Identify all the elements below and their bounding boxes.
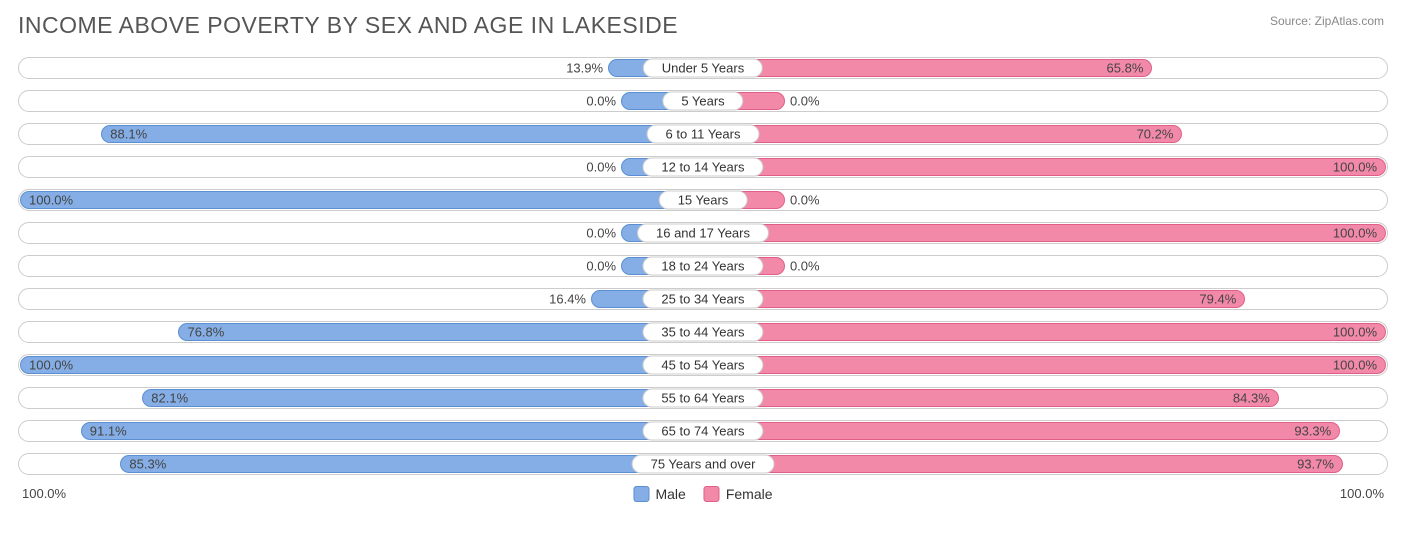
- female-value: 100.0%: [1333, 358, 1377, 373]
- female-value: 93.3%: [1294, 424, 1331, 439]
- male-bar: 82.1%: [142, 389, 703, 407]
- category-label: 75 Years and over: [632, 455, 775, 474]
- female-value: 0.0%: [790, 94, 820, 109]
- female-value: 0.0%: [790, 259, 820, 274]
- source-attribution: Source: ZipAtlas.com: [1270, 14, 1384, 28]
- legend-male-label: Male: [655, 486, 685, 502]
- male-value: 0.0%: [586, 226, 616, 241]
- male-value: 100.0%: [29, 193, 73, 208]
- female-value: 70.2%: [1137, 127, 1174, 142]
- x-axis: 100.0% Male Female 100.0%: [18, 486, 1388, 508]
- diverging-bar-chart: 13.9% 65.8% Under 5 Years 0.0% 0.0% 5 Years 88…: [18, 57, 1388, 475]
- axis-tick-right: 100.0%: [1340, 486, 1384, 501]
- female-bar: 100.0%: [703, 323, 1386, 341]
- category-label: 35 to 44 Years: [642, 323, 763, 342]
- female-value: 100.0%: [1333, 325, 1377, 340]
- female-value: 100.0%: [1333, 160, 1377, 175]
- female-value: 79.4%: [1199, 292, 1236, 307]
- female-value: 0.0%: [790, 193, 820, 208]
- female-bar: 100.0%: [703, 158, 1386, 176]
- female-swatch: [704, 486, 720, 502]
- male-value: 0.0%: [586, 259, 616, 274]
- female-bar: 100.0%: [703, 356, 1386, 374]
- category-label: 15 Years: [659, 191, 748, 210]
- legend-female-label: Female: [726, 486, 773, 502]
- chart-row: 85.3% 93.7% 75 Years and over: [18, 453, 1388, 475]
- chart-row: 0.0% 100.0% 16 and 17 Years: [18, 222, 1388, 244]
- chart-row: 0.0% 0.0% 5 Years: [18, 90, 1388, 112]
- female-value: 100.0%: [1333, 226, 1377, 241]
- male-value: 82.1%: [151, 391, 188, 406]
- category-label: 5 Years: [662, 92, 743, 111]
- male-bar: 85.3%: [120, 455, 703, 473]
- male-value: 16.4%: [549, 292, 586, 307]
- chart-row: 100.0% 100.0% 45 to 54 Years: [18, 354, 1388, 376]
- female-bar: 93.7%: [703, 455, 1343, 473]
- female-bar: 84.3%: [703, 389, 1279, 407]
- female-value: 84.3%: [1233, 391, 1270, 406]
- chart-row: 0.0% 0.0% 18 to 24 Years: [18, 255, 1388, 277]
- category-label: 16 and 17 Years: [637, 224, 769, 243]
- chart-row: 0.0% 100.0% 12 to 14 Years: [18, 156, 1388, 178]
- female-bar: 65.8%: [703, 59, 1152, 77]
- male-value: 100.0%: [29, 358, 73, 373]
- male-value: 85.3%: [129, 457, 166, 472]
- male-swatch: [633, 486, 649, 502]
- female-value: 65.8%: [1107, 61, 1144, 76]
- female-bar: 100.0%: [703, 224, 1386, 242]
- female-bar: 70.2%: [703, 125, 1182, 143]
- chart-row: 88.1% 70.2% 6 to 11 Years: [18, 123, 1388, 145]
- category-label: 65 to 74 Years: [642, 422, 763, 441]
- male-value: 88.1%: [110, 127, 147, 142]
- axis-tick-left: 100.0%: [22, 486, 66, 501]
- male-value: 0.0%: [586, 94, 616, 109]
- category-label: 18 to 24 Years: [642, 257, 763, 276]
- chart-title: INCOME ABOVE POVERTY BY SEX AND AGE IN L…: [18, 12, 1388, 39]
- category-label: 55 to 64 Years: [642, 389, 763, 408]
- category-label: Under 5 Years: [643, 59, 763, 78]
- chart-row: 91.1% 93.3% 65 to 74 Years: [18, 420, 1388, 442]
- male-value: 0.0%: [586, 160, 616, 175]
- chart-row: 100.0% 0.0% 15 Years: [18, 189, 1388, 211]
- female-value: 93.7%: [1297, 457, 1334, 472]
- chart-row: 82.1% 84.3% 55 to 64 Years: [18, 387, 1388, 409]
- female-bar: 93.3%: [703, 422, 1340, 440]
- male-bar: 100.0%: [20, 191, 703, 209]
- category-label: 12 to 14 Years: [642, 158, 763, 177]
- chart-row: 76.8% 100.0% 35 to 44 Years: [18, 321, 1388, 343]
- female-bar: 79.4%: [703, 290, 1245, 308]
- male-value: 76.8%: [187, 325, 224, 340]
- male-value: 13.9%: [566, 61, 603, 76]
- legend-item-male: Male: [633, 486, 685, 502]
- male-bar: 91.1%: [81, 422, 703, 440]
- legend: Male Female: [633, 486, 772, 502]
- male-bar: 76.8%: [178, 323, 703, 341]
- male-bar: 88.1%: [101, 125, 703, 143]
- category-label: 6 to 11 Years: [647, 125, 760, 144]
- chart-row: 13.9% 65.8% Under 5 Years: [18, 57, 1388, 79]
- category-label: 45 to 54 Years: [642, 356, 763, 375]
- chart-row: 16.4% 79.4% 25 to 34 Years: [18, 288, 1388, 310]
- male-bar: 100.0%: [20, 356, 703, 374]
- legend-item-female: Female: [704, 486, 773, 502]
- male-value: 91.1%: [90, 424, 127, 439]
- category-label: 25 to 34 Years: [642, 290, 763, 309]
